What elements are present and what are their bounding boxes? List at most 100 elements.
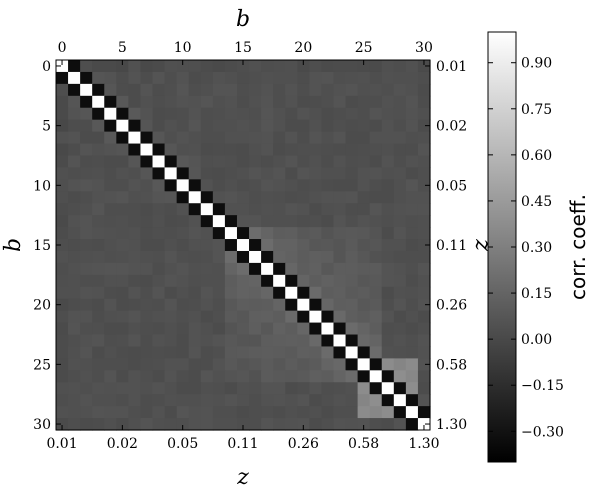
heatmap-cell [128, 83, 142, 97]
heatmap-cell [297, 203, 310, 216]
heatmap-cell [285, 167, 298, 180]
heatmap-cell [333, 131, 347, 145]
heatmap-cell [200, 322, 214, 336]
heatmap-cell [68, 250, 81, 264]
colorbar-tick-label: −0.30 [521, 424, 564, 440]
heatmap-cell [417, 346, 431, 359]
heatmap-cell [297, 155, 310, 169]
heatmap-cell [417, 143, 431, 157]
heatmap-cell [68, 60, 81, 73]
heatmap-cell [104, 286, 117, 300]
heatmap-cell [176, 83, 190, 97]
right-tick-label: 0.01 [436, 59, 467, 75]
heatmap-cell [357, 298, 371, 312]
heatmap-cell [68, 418, 81, 431]
heatmap-cell [285, 71, 298, 85]
heatmap-cell [92, 215, 105, 228]
heatmap-cell [80, 71, 93, 85]
heatmap-cell [140, 310, 154, 324]
heatmap-cell [176, 131, 190, 145]
heatmap-cell [224, 310, 238, 324]
heatmap-cell [140, 334, 154, 348]
heatmap-cell [417, 262, 431, 276]
heatmap-cell [369, 71, 383, 85]
heatmap-cell [393, 119, 407, 133]
heatmap-cell [405, 95, 419, 109]
heatmap-cell [152, 274, 166, 288]
heatmap-cell [104, 298, 117, 312]
heatmap-cell [164, 286, 178, 300]
heatmap-cell [140, 406, 154, 419]
heatmap-cell [152, 298, 166, 312]
heatmap-cell [56, 227, 69, 240]
heatmap-cell [393, 71, 407, 85]
heatmap-cell [152, 250, 166, 264]
heatmap-cell [212, 406, 226, 419]
heatmap-cell [285, 215, 298, 228]
heatmap-cell [152, 60, 166, 73]
heatmap-cell [381, 179, 395, 192]
heatmap-cell [176, 418, 190, 431]
heatmap-cell [188, 179, 202, 192]
heatmap-cell [405, 418, 419, 431]
heatmap-cell [393, 358, 407, 371]
heatmap-cell [56, 358, 69, 371]
heatmap-cell [405, 179, 419, 192]
heatmap-cell [128, 310, 142, 324]
heatmap-cell [345, 262, 359, 276]
heatmap-cell [104, 322, 117, 336]
heatmap-cell [104, 83, 117, 97]
heatmap-cell [297, 310, 310, 324]
heatmap-cell [345, 334, 359, 348]
heatmap-cell [212, 179, 226, 192]
heatmap-cell [321, 215, 335, 228]
heatmap-cells [56, 60, 431, 431]
colorbar-label: corr. coeff. [566, 194, 590, 300]
heatmap-cell [369, 262, 383, 276]
heatmap-cell [188, 298, 202, 312]
heatmap-cell [381, 406, 395, 419]
heatmap-cell [128, 143, 142, 157]
heatmap-cell [321, 143, 335, 157]
heatmap-cell [357, 95, 371, 109]
heatmap-cell [273, 227, 286, 240]
heatmap-cell [417, 406, 431, 419]
heatmap-cell [381, 250, 395, 264]
heatmap-cell [116, 274, 129, 288]
heatmap-cell [188, 71, 202, 85]
heatmap-cell [56, 107, 69, 121]
heatmap-cell [417, 179, 431, 192]
heatmap-cell [321, 203, 335, 216]
heatmap-cell [273, 406, 286, 419]
heatmap-cell [224, 143, 238, 157]
heatmap-cell [152, 131, 166, 145]
heatmap-cell [92, 334, 105, 348]
heatmap-cell [56, 370, 69, 383]
heatmap-cell [297, 262, 310, 276]
heatmap-cell-diagonal [357, 358, 371, 371]
heatmap-cell [405, 334, 419, 348]
heatmap-cell [369, 179, 383, 192]
heatmap-cell [285, 179, 298, 192]
heatmap-cell [381, 167, 395, 180]
heatmap-cell [369, 274, 383, 288]
heatmap-cell [80, 143, 93, 157]
heatmap-cell [164, 334, 178, 348]
heatmap-cell [200, 250, 214, 264]
heatmap-cell [236, 358, 250, 371]
heatmap-cell [92, 60, 105, 73]
heatmap-cell [357, 191, 371, 204]
heatmap-cell [188, 274, 202, 288]
heatmap-cell [393, 155, 407, 169]
heatmap-cell [212, 71, 226, 85]
heatmap-cell [381, 83, 395, 97]
heatmap-cell [369, 418, 383, 431]
heatmap-cell [80, 60, 93, 73]
heatmap-cell [128, 71, 142, 85]
heatmap-cell [212, 167, 226, 180]
heatmap-cell [164, 382, 178, 395]
heatmap-cell [164, 298, 178, 312]
heatmap-cell [393, 191, 407, 204]
heatmap-cell [104, 334, 117, 348]
heatmap-cell [417, 95, 431, 109]
